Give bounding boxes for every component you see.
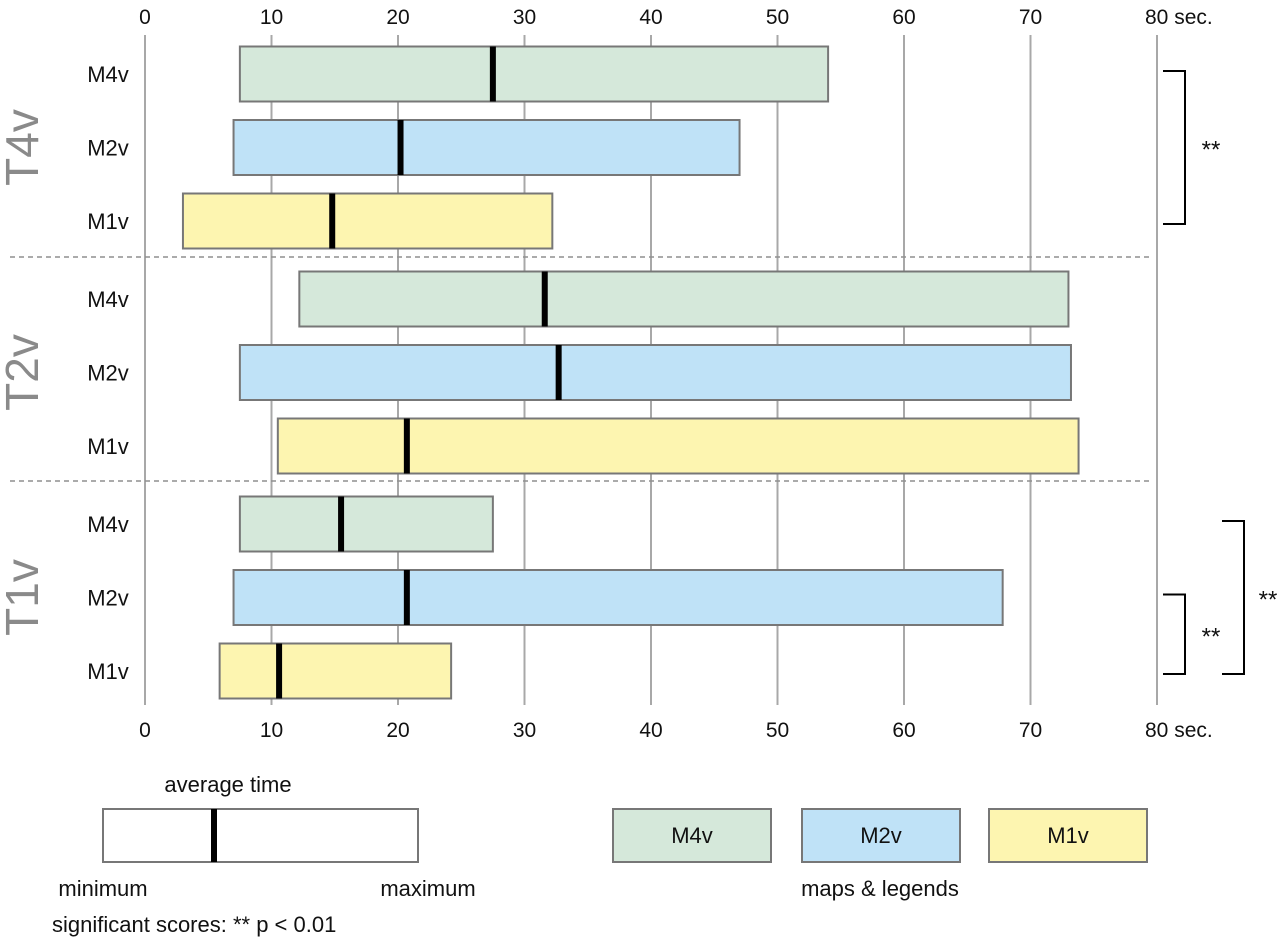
x-tick-top-30: 30: [513, 6, 536, 29]
bar-T2v-M2v: [238, 344, 1072, 401]
legend-box-M2v: [801, 808, 961, 863]
row-label-T1v-M1v: M1v: [87, 659, 129, 684]
bar-T4v-M4v: [238, 45, 830, 103]
x-tick-bottom-40: 40: [639, 719, 662, 742]
sig-label-T4v-M4v-M1v: **: [1202, 137, 1221, 164]
bar-T2v-M1v: [276, 417, 1080, 475]
x-tick-top-50: 50: [766, 6, 789, 29]
x-tick-top-10: 10: [260, 6, 283, 29]
row-label-T2v-M4v: M4v: [87, 287, 129, 312]
bar-T1v-M2v: [232, 569, 1004, 626]
row-label-T4v-M4v: M4v: [87, 62, 129, 87]
row-label-T1v-M2v: M2v: [87, 586, 129, 611]
legend-sample-bar: [102, 808, 419, 863]
legend-series-caption: maps & legends: [801, 876, 959, 901]
legend-box-M1v: [988, 808, 1148, 863]
sig-bracket-T1v-M2v-M1v: [1163, 593, 1186, 675]
legend-mean-line: [211, 809, 217, 862]
x-tick-bottom-30: 30: [513, 719, 536, 742]
sig-bracket-T1v-M4v-M1v: [1222, 520, 1245, 675]
legend-series: M4v M2v M1v: [612, 808, 1148, 863]
x-tick-bottom-0: 0: [139, 719, 151, 742]
row-labels: M4v M2v M1v M4v M2v M1v M4v M2v M1v: [87, 62, 129, 684]
x-tick-top-20: 20: [386, 6, 409, 29]
row-label-T4v-M1v: M1v: [87, 209, 129, 234]
mean-T1v-M4v: [338, 496, 345, 552]
x-axis-bottom: 0 10 20 30 40 50 60 70 80 sec.: [139, 719, 1213, 742]
mean-T2v-M4v: [541, 271, 548, 327]
mean-T1v-M2v: [403, 570, 410, 625]
x-axis-top: 0 10 20 30 40 50 60 70 80 sec.: [139, 6, 1213, 29]
mean-T1v-M1v: [276, 643, 283, 699]
row-label-T2v-M1v: M1v: [87, 434, 129, 459]
x-tick-top-60: 60: [892, 6, 915, 29]
group-label-T1v: T1v: [0, 559, 48, 636]
sig-label-T1v-M2v-M1v: **: [1202, 623, 1221, 650]
legend-maximum: maximum: [380, 876, 475, 901]
sig-bracket-T4v-M4v-M1v: [1163, 70, 1186, 225]
bar-T4v-M1v: [181, 192, 554, 250]
legend: average time minimum maximum significant…: [52, 772, 1148, 937]
x-tick-top-70: 70: [1019, 6, 1042, 29]
legend-minimum: minimum: [58, 876, 147, 901]
row-label-T4v-M2v: M2v: [87, 136, 129, 161]
group-labels: T4v T2v T1v: [0, 109, 48, 636]
bar-T1v-M1v: [218, 642, 453, 700]
x-tick-bottom-70: 70: [1019, 719, 1042, 742]
legend-significance-note: significant scores: ** p < 0.01: [52, 912, 336, 937]
x-tick-bottom-80: 80 sec.: [1145, 719, 1213, 742]
legend-box-M4v: [612, 808, 772, 863]
mean-T4v-M2v: [397, 120, 404, 175]
bar-T1v-M4v: [238, 495, 494, 553]
legend-label-M2v: M2v: [860, 823, 902, 848]
x-tick-bottom-10: 10: [260, 719, 283, 742]
x-tick-bottom-50: 50: [766, 719, 789, 742]
bar-T2v-M4v: [298, 270, 1070, 328]
x-tick-top-40: 40: [639, 6, 662, 29]
x-tick-top-80: 80 sec.: [1145, 6, 1213, 29]
sig-label-T1v-M4v-M1v: **: [1259, 587, 1278, 614]
legend-average-time: average time: [164, 772, 291, 797]
group-label-T2v: T2v: [0, 334, 48, 411]
row-label-T2v-M2v: M2v: [87, 361, 129, 386]
legend-label-M1v: M1v: [1047, 823, 1089, 848]
mean-T2v-M2v: [555, 345, 562, 400]
row-label-T1v-M4v: M4v: [87, 512, 129, 537]
x-tick-top-0: 0: [139, 6, 151, 29]
bar-T4v-M2v: [232, 119, 741, 176]
mean-T4v-M4v: [489, 46, 496, 102]
x-tick-bottom-60: 60: [892, 719, 915, 742]
group-label-T4v: T4v: [0, 109, 48, 186]
significance-brackets: ** ** **: [1163, 70, 1278, 675]
bars: [181, 45, 1080, 700]
x-tick-bottom-20: 20: [386, 719, 409, 742]
legend-label-M4v: M4v: [671, 823, 713, 848]
group-dividers: [10, 256, 1152, 482]
mean-T2v-M1v: [403, 418, 410, 474]
mean-T4v-M1v: [329, 193, 336, 249]
